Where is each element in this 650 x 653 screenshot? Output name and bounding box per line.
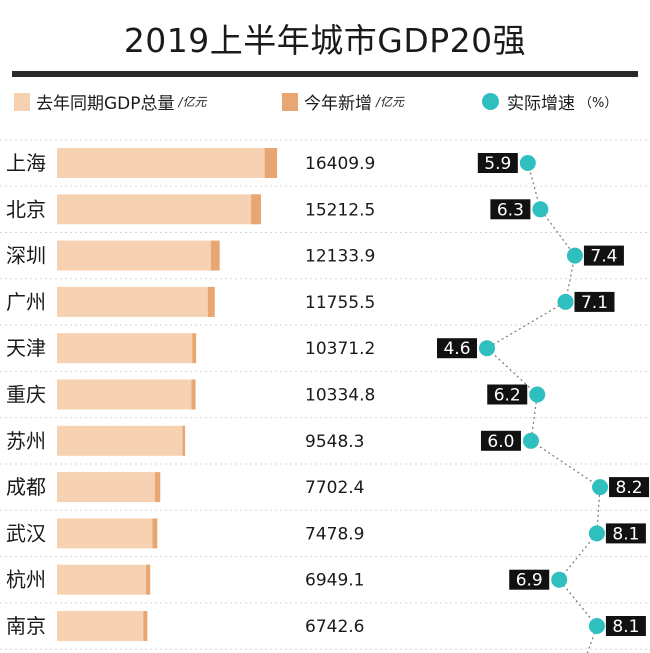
total-label: 12133.9 <box>305 247 375 267</box>
legend-prev: 去年同期GDP总量 /亿元 <box>14 89 207 114</box>
rate-label-box <box>480 430 521 451</box>
legend-new-unit: /亿元 <box>376 95 405 109</box>
city-label: 杭州 <box>6 568 46 592</box>
bar-prev <box>57 564 147 595</box>
city-label: 成都 <box>6 475 46 499</box>
legend-rate-dot <box>482 93 499 110</box>
rate-label: 8.1 <box>612 524 639 544</box>
rate-label: 7.1 <box>581 293 608 313</box>
total-label: 9548.3 <box>305 432 364 452</box>
rate-label-box <box>487 384 528 405</box>
rate-label-box <box>583 245 624 266</box>
rate-label-box <box>490 199 531 220</box>
bar-new <box>207 286 215 317</box>
bar-new <box>251 194 261 225</box>
bar-new <box>152 518 158 549</box>
rate-label-box <box>437 338 477 359</box>
city-label: 天津 <box>6 336 46 360</box>
legend-prev-swatch <box>14 92 30 111</box>
rate-label-box <box>605 616 646 636</box>
legend-prev-label: 去年同期GDP总量 <box>36 94 175 114</box>
legend-prev-unit: /亿元 <box>178 95 207 109</box>
total-label: 10334.8 <box>305 386 375 406</box>
bar-prev <box>57 472 156 503</box>
bar-new <box>191 379 196 410</box>
bar-new <box>264 148 278 178</box>
rate-dot <box>551 571 568 588</box>
bar-prev <box>57 194 252 225</box>
bar-new <box>146 564 151 595</box>
rate-dot <box>522 432 539 449</box>
rate-dot <box>588 525 605 542</box>
rate-label: 6.3 <box>497 200 524 220</box>
bar-new <box>155 472 161 503</box>
legend: 去年同期GDP总量 /亿元 今年新增 /亿元 实际增速 （%） <box>8 89 648 119</box>
city-label: 上海 <box>6 151 46 175</box>
legend-rate-unit: （%） <box>579 96 618 111</box>
rate-dot <box>592 479 609 496</box>
bar-prev <box>57 425 183 456</box>
rate-dot <box>519 155 536 171</box>
city-label: 重庆 <box>6 383 46 407</box>
rate-dot <box>588 618 605 634</box>
bar-new <box>182 425 186 456</box>
legend-rate-label: 实际增速 <box>507 94 575 114</box>
total-label: 6742.6 <box>305 617 364 637</box>
rate-line <box>485 162 601 653</box>
rate-label-box <box>609 477 650 498</box>
rate-dot <box>557 293 574 310</box>
legend-new-label: 今年新增 <box>304 94 372 114</box>
city-label: 广州 <box>6 290 46 314</box>
rate-label: 8.2 <box>616 478 643 498</box>
total-label: 7478.9 <box>305 524 364 544</box>
bar-prev <box>57 333 193 364</box>
rate-label-box <box>605 523 646 544</box>
bar-prev <box>57 148 265 178</box>
legend-rate: 实际增速 （%） <box>482 89 617 114</box>
rate-dot <box>529 386 546 403</box>
city-label: 北京 <box>6 197 46 221</box>
chart-title: 2019上半年城市GDP20强 <box>123 21 527 60</box>
title-rule <box>12 71 638 77</box>
rate-label: 6.2 <box>494 386 521 406</box>
bar-prev <box>57 286 208 317</box>
total-label: 16409.9 <box>305 154 375 174</box>
bar-new <box>143 611 148 641</box>
legend-new: 今年新增 /亿元 <box>282 89 404 114</box>
legend-new-swatch <box>282 92 298 111</box>
bar-prev <box>57 611 144 641</box>
rate-label-box <box>509 569 550 590</box>
rate-label-box <box>574 291 615 312</box>
total-label: 7702.4 <box>305 478 364 498</box>
rate-label: 4.6 <box>443 339 470 359</box>
rate-dot <box>532 201 549 218</box>
rate-label: 8.1 <box>612 617 639 637</box>
bar-prev <box>57 240 211 271</box>
city-label: 深圳 <box>6 244 46 268</box>
rate-label: 7.4 <box>590 247 617 267</box>
total-label: 11755.5 <box>305 293 375 313</box>
rate-label: 6.9 <box>516 571 543 591</box>
total-label: 10371.2 <box>305 339 375 359</box>
rate-dot <box>566 247 583 264</box>
city-label: 南京 <box>6 614 46 638</box>
city-label: 武汉 <box>6 521 46 545</box>
bar-prev <box>57 379 192 410</box>
rate-dot <box>479 340 495 357</box>
bar-new <box>192 333 197 364</box>
bar-new <box>210 240 220 271</box>
total-label: 6949.1 <box>305 571 364 591</box>
rate-label: 6.0 <box>487 432 514 452</box>
bar-prev <box>57 518 153 549</box>
total-label: 15212.5 <box>305 200 375 220</box>
city-label: 苏州 <box>6 429 46 453</box>
rate-label: 5.9 <box>484 154 511 174</box>
rate-label-box <box>477 153 518 173</box>
